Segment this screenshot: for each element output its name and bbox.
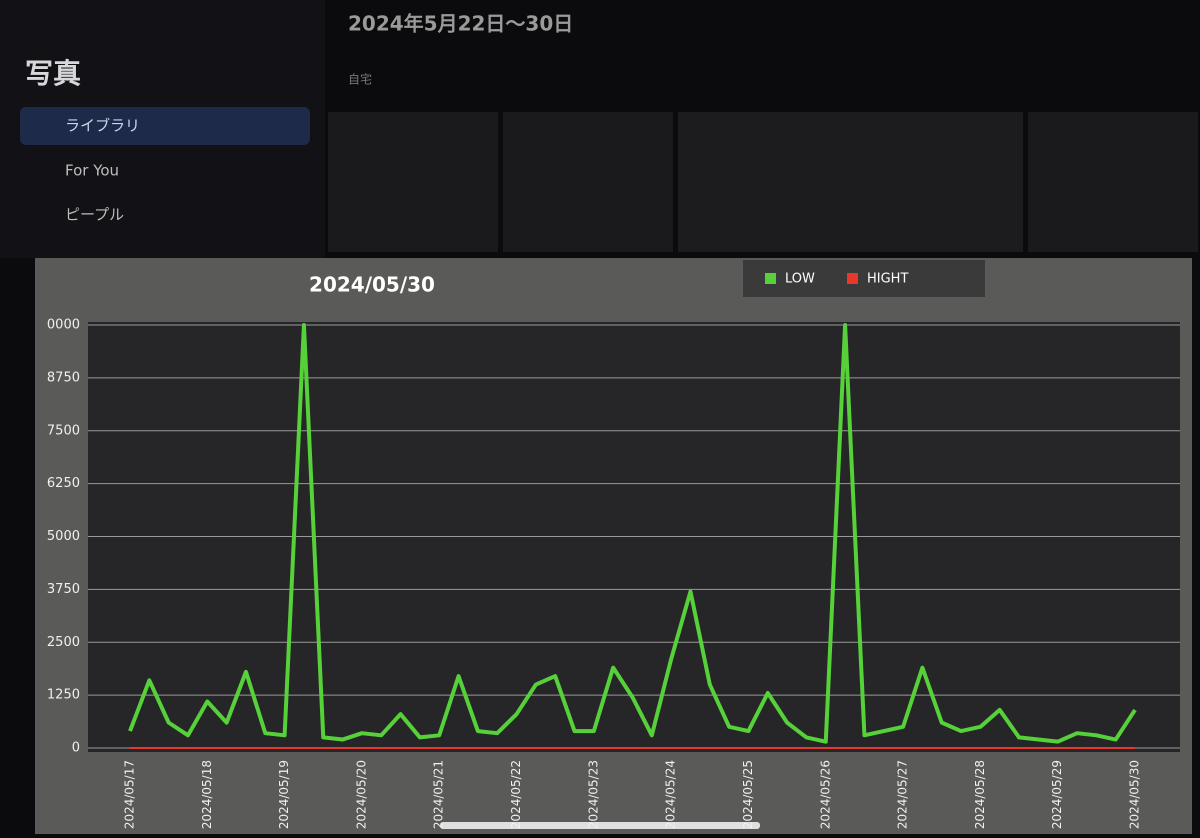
y-tick-label: 0000 [47,318,80,333]
y-tick-label: 7500 [47,423,80,438]
y-tick-label: 5000 [47,529,80,544]
app-title: 写真 [25,57,81,90]
chart-title: 2024/05/30 [309,273,435,297]
x-tick-label: 2024/05/23 [586,760,600,829]
x-tick-label: 2024/05/22 [509,760,523,829]
x-tick-label: 2024/05/29 [1050,760,1064,829]
x-tick-label: 2024/05/27 [896,760,910,829]
legend-box [743,260,985,297]
y-tick-label: 6250 [47,476,80,491]
x-tick-label: 2024/05/30 [1128,760,1142,829]
y-tick-label: 0 [72,741,80,756]
x-tick-label: 2024/05/21 [432,760,446,829]
album-title: 2024年5月22日〜30日 [348,12,573,36]
nav-item[interactable]: ライブラリ [65,117,140,135]
thumbnail[interactable] [1028,112,1198,252]
home-indicator [440,822,760,829]
thumbnail[interactable] [678,112,1023,252]
legend-label: HIGHT [867,272,908,287]
x-tick-label: 2024/05/24 [664,760,678,829]
x-tick-label: 2024/05/17 [123,760,137,829]
x-tick-label: 2024/05/28 [973,760,987,829]
data-line [128,323,1137,744]
y-tick-label: 2500 [47,635,80,650]
x-tick-label: 2024/05/20 [354,760,368,829]
nav-item[interactable]: For You [65,162,119,180]
thumbnail[interactable] [328,112,498,252]
legend-swatch [847,273,858,284]
x-tick-label: 2024/05/25 [741,760,755,829]
x-tick-label: 2024/05/26 [818,760,832,829]
nav-selected [20,107,310,145]
thumbnail[interactable] [503,112,673,252]
legend-label: LOW [785,272,815,287]
nav-item[interactable]: ピープル [65,206,124,224]
legend-swatch [765,273,776,284]
album-subtitle: 自宅 [348,72,372,87]
x-tick-label: 2024/05/18 [200,760,214,829]
y-tick-label: 8750 [47,370,80,385]
x-tick-label: 2024/05/19 [277,760,291,829]
y-tick-label: 3750 [47,582,80,597]
y-tick-label: 1250 [47,688,80,703]
